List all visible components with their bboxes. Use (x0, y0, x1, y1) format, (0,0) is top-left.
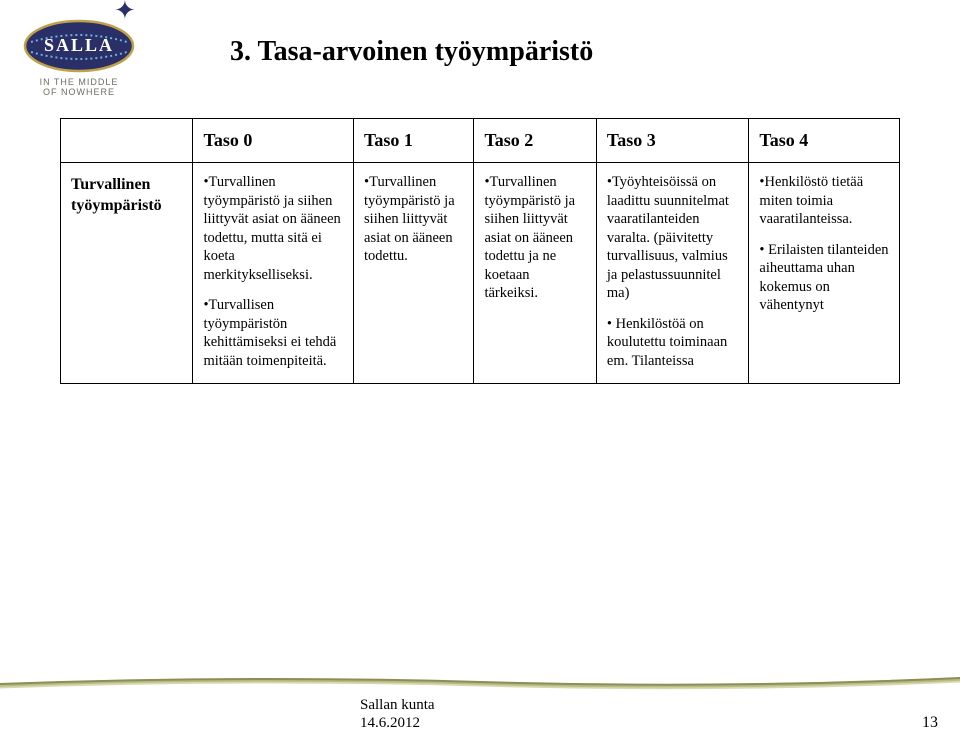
cell-text: •Henkilöstö tietää miten toimia vaaratil… (759, 173, 889, 229)
cell-taso3: •Työyhteisöissä on laadittu suunnitelmat… (596, 163, 749, 383)
header-taso2: Taso 2 (474, 119, 596, 163)
header-taso4: Taso 4 (749, 119, 900, 163)
cell-taso0: •Turvallinen työympäristö ja siihen liit… (193, 163, 354, 383)
cell-text: •Turvallinen työympäristö ja siihen liit… (203, 173, 343, 284)
footer-date: 14.6.2012 (360, 715, 420, 732)
table-header-row: Taso 0 Taso 1 Taso 2 Taso 3 Taso 4 (61, 119, 900, 163)
logo-wordmark: SALLA (44, 35, 114, 55)
footer-page-number: 13 (922, 714, 938, 732)
logo-oval: SALLA (23, 18, 135, 74)
page-title: 3. Tasa-arvoinen työympäristö (230, 36, 593, 68)
cell-text: • Erilaisten tilanteiden aiheuttama uhan… (759, 241, 889, 315)
logo-subtitle: IN THE MIDDLE OF NOWHERE (14, 78, 144, 98)
cell-text: •Turvallisen työympäristön kehittämiseks… (203, 296, 343, 370)
table-row: Turvallinen työympäristö •Turvallinen ty… (61, 163, 900, 383)
cell-text: •Turvallinen työympäristö ja siihen liit… (484, 173, 585, 303)
cell-taso1: •Turvallinen työympäristö ja siihen liit… (354, 163, 474, 383)
cell-taso2: •Turvallinen työympäristö ja siihen liit… (474, 163, 596, 383)
logo: ✦ SALLA IN THE MIDDLE OF NOWHERE (14, 18, 144, 98)
cell-text: • Henkilöstöä on koulutettu toiminaan em… (607, 315, 739, 371)
header-empty (61, 119, 193, 163)
header-taso3: Taso 3 (596, 119, 749, 163)
header-taso0: Taso 0 (193, 119, 354, 163)
maturity-table: Taso 0 Taso 1 Taso 2 Taso 3 Taso 4 Turva… (60, 118, 900, 384)
cell-text: •Työyhteisöissä on laadittu suunnitelmat… (607, 173, 739, 303)
cell-taso4: •Henkilöstö tietää miten toimia vaaratil… (749, 163, 900, 383)
footer-rule (0, 676, 960, 686)
cell-text: •Turvallinen työympäristö ja siihen liit… (364, 173, 463, 266)
row-label: Turvallinen työympäristö (61, 163, 193, 383)
footer-org: Sallan kunta (360, 697, 435, 714)
header-taso1: Taso 1 (354, 119, 474, 163)
